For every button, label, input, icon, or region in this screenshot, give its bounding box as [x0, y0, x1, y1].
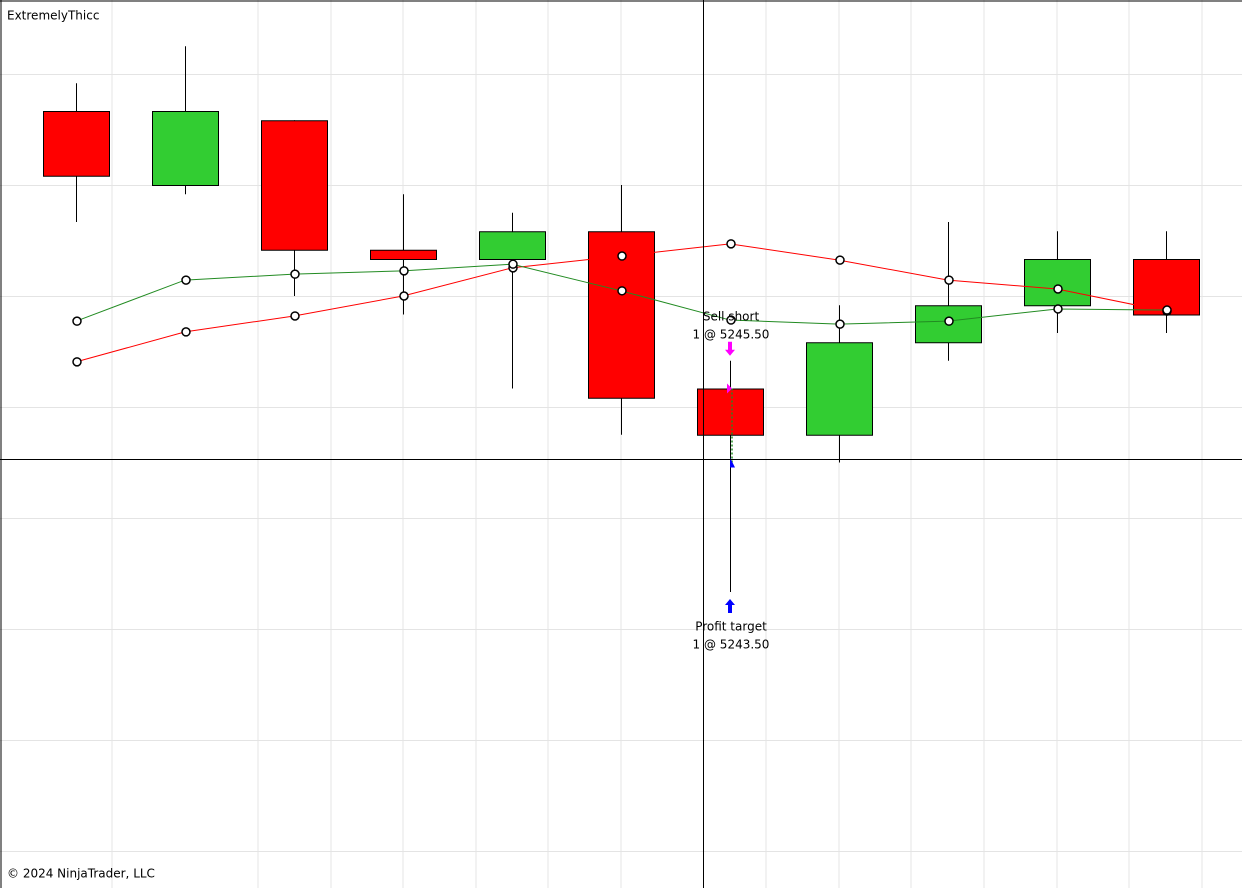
execution-label: Profit target	[695, 620, 767, 634]
plot: Sell short 1 @ 5245.50 Profit target 1 @ 52…	[43, 46, 1200, 652]
candle-body	[479, 231, 546, 260]
execution-marker	[727, 383, 732, 394]
indicator-point	[181, 327, 191, 337]
candle-body	[1024, 259, 1091, 307]
indicator-point	[399, 291, 409, 301]
indicator-point	[726, 315, 736, 325]
execution-detail: 1 @ 5243.50	[693, 638, 770, 652]
indicator-point	[1162, 305, 1172, 315]
indicator-point	[290, 311, 300, 321]
indicator-point	[617, 251, 627, 261]
indicator-point	[181, 275, 191, 285]
candle-body	[152, 111, 219, 186]
indicator-point	[72, 316, 82, 326]
indicator-point	[617, 286, 627, 296]
indicator-point	[508, 259, 518, 269]
indicator-point	[835, 255, 845, 265]
candle-body	[806, 342, 873, 436]
execution-label: Sell short	[703, 309, 760, 323]
copyright: © 2024 NinjaTrader, LLC	[7, 867, 155, 881]
indicator-point	[1053, 304, 1063, 314]
indicator-point	[944, 316, 954, 326]
execution-arrow	[725, 341, 735, 356]
candle-body	[370, 249, 437, 260]
candle-body	[697, 388, 764, 436]
candle-body	[261, 120, 328, 251]
indicator-point	[72, 357, 82, 367]
indicator-point	[290, 269, 300, 279]
indicator-point	[1053, 284, 1063, 294]
indicator-point	[835, 319, 845, 329]
execution-arrow	[725, 599, 735, 613]
indicator-point	[399, 266, 409, 276]
indicator-point	[726, 239, 736, 249]
execution-detail: 1 @ 5245.50	[693, 327, 770, 341]
candle-body	[43, 111, 110, 177]
indicator-point	[944, 275, 954, 285]
chart-title: ExtremelyThicc	[7, 9, 99, 23]
